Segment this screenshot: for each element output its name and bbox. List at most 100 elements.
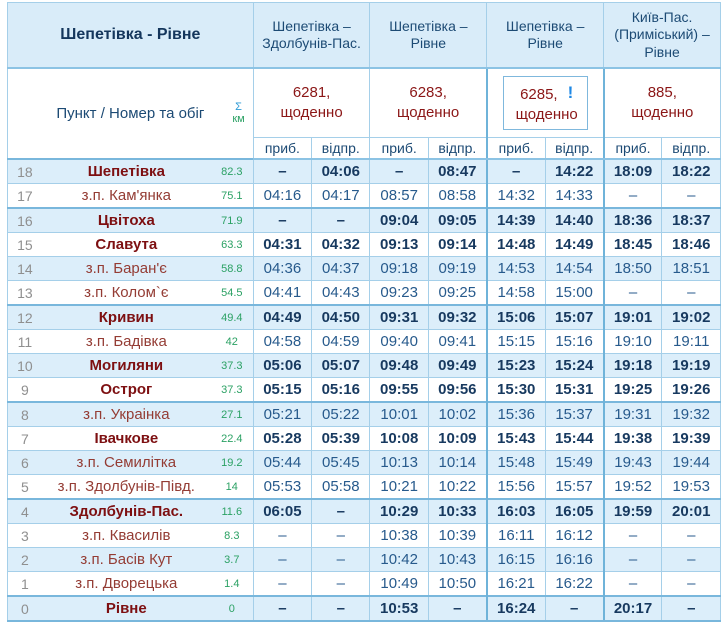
departure-time-cell: – bbox=[311, 207, 371, 233]
arrival-time-cell: – bbox=[252, 571, 313, 597]
arrival-time-cell: 16:03 bbox=[485, 498, 546, 524]
row-number: 10 bbox=[6, 353, 42, 378]
departure-time-cell: – bbox=[427, 595, 488, 622]
arrival-time-cell: 15:23 bbox=[485, 353, 546, 378]
arrival-time-cell: 09:31 bbox=[369, 304, 429, 330]
train-number-row: Пункт / Номер та обіг Σ км 6281, щоденно… bbox=[7, 67, 721, 160]
arrival-time-cell: 16:15 bbox=[485, 547, 546, 572]
departure-time-cell: 19:53 bbox=[661, 474, 721, 500]
station-name: Цвітоха bbox=[41, 207, 211, 233]
departure-time-cell: 10:09 bbox=[427, 426, 488, 451]
arrival-time-cell: 19:59 bbox=[603, 498, 663, 524]
departure-time-cell: 09:05 bbox=[427, 207, 488, 233]
exclamation-icon[interactable]: ! bbox=[567, 82, 574, 102]
arrival-time-cell: 16:11 bbox=[485, 523, 546, 548]
train-number-6285: 6285,! щоденно bbox=[485, 67, 605, 138]
table-row: 3 з.п. Квасилів 8.3 – – 10:38 10:39 16:1… bbox=[6, 523, 721, 548]
arrival-time-cell: 10:01 bbox=[369, 401, 429, 427]
departure-time-cell: 19:19 bbox=[661, 353, 721, 378]
route-header-row: Шепетівка - Рівне Шепетівка – Здолбунів-… bbox=[7, 2, 721, 69]
row-number: 13 bbox=[6, 280, 42, 306]
arrival-time-cell: 15:15 bbox=[485, 329, 546, 354]
timetable-body: 18 Шепетівка 82.3 – 04:06 – 08:47 – 14:2… bbox=[6, 158, 721, 622]
train-number-6281: 6281, щоденно bbox=[252, 67, 371, 138]
arrival-time-cell: 16:21 bbox=[485, 571, 546, 597]
departure-label: відпр. bbox=[427, 137, 488, 160]
arrival-time-cell: 04:41 bbox=[252, 280, 313, 306]
departure-time-cell: – bbox=[311, 547, 371, 572]
arrival-time-cell: 15:30 bbox=[485, 377, 546, 403]
departure-time-cell: 18:46 bbox=[661, 232, 721, 257]
arrival-time-cell: 15:36 bbox=[485, 401, 546, 427]
departure-time-cell: 18:22 bbox=[661, 158, 721, 184]
departure-time-cell: 18:51 bbox=[661, 256, 721, 281]
station-name: Могиляни bbox=[41, 353, 211, 378]
departure-time-cell: 14:49 bbox=[544, 232, 605, 257]
arrival-time-cell: 19:31 bbox=[603, 401, 663, 427]
departure-time-cell: 16:05 bbox=[544, 498, 605, 524]
arrival-time-cell: 15:56 bbox=[485, 474, 546, 500]
departure-time-cell: 15:24 bbox=[544, 353, 605, 378]
arrival-time-cell: 05:15 bbox=[252, 377, 313, 403]
station-name: з.п. Баран'є bbox=[41, 256, 211, 281]
station-distance: 3.7 bbox=[210, 547, 254, 572]
arrival-time-cell: 14:48 bbox=[485, 232, 546, 257]
arrival-time-cell: 20:17 bbox=[603, 595, 663, 622]
arrival-time-cell: 04:58 bbox=[252, 329, 313, 354]
train-frequency-label: щоденно bbox=[280, 104, 343, 121]
table-row: 1 з.п. Дворецька 1.4 – – 10:49 10:50 16:… bbox=[6, 571, 721, 597]
departure-time-cell: 09:32 bbox=[427, 304, 488, 330]
arrival-time-cell: 06:05 bbox=[252, 498, 313, 524]
table-row: 11 з.п. Бадівка 42 04:58 04:59 09:40 09:… bbox=[6, 329, 721, 354]
station-name: з.п. Бадівка bbox=[41, 329, 211, 354]
arrival-time-cell: – bbox=[603, 183, 663, 209]
arrival-time-cell: 09:40 bbox=[369, 329, 429, 354]
departure-time-cell: 19:44 bbox=[661, 450, 721, 475]
departure-time-cell: 10:22 bbox=[427, 474, 488, 500]
timetable: Шепетівка - Рівне Шепетівка – Здолбунів-… bbox=[6, 2, 721, 622]
arrival-time-cell: 19:25 bbox=[603, 377, 663, 403]
departure-time-cell: 04:32 bbox=[311, 232, 371, 257]
table-row: 8 з.п. Украінка 27.1 05:21 05:22 10:01 1… bbox=[6, 401, 721, 427]
departure-time-cell: – bbox=[661, 547, 721, 572]
departure-time-cell: 04:50 bbox=[311, 304, 371, 330]
table-row: 0 Рівне 0 – – 10:53 – 16:24 – 20:17 – bbox=[6, 595, 721, 622]
sigma-symbol: Σ bbox=[235, 100, 242, 113]
arrival-time-cell: 18:09 bbox=[603, 158, 663, 184]
highlighted-train-box: 6285,! щоденно bbox=[502, 75, 588, 131]
arrival-time-cell: – bbox=[485, 158, 546, 184]
table-row: 13 з.п. Колом`є 54.5 04:41 04:43 09:23 0… bbox=[6, 280, 721, 306]
table-row: 4 Здолбунів-Пас. 11.6 06:05 – 10:29 10:3… bbox=[6, 498, 721, 524]
train-frequency-label: щоденно bbox=[515, 106, 578, 123]
table-row: 7 Івачкове 22.4 05:28 05:39 10:08 10:09 … bbox=[6, 426, 721, 451]
arrival-time-cell: – bbox=[252, 207, 313, 233]
arrival-time-cell: 05:06 bbox=[252, 353, 313, 378]
departure-time-cell: 09:56 bbox=[427, 377, 488, 403]
arrival-time-cell: 09:04 bbox=[369, 207, 429, 233]
station-distance: 49.4 bbox=[210, 304, 254, 330]
arrival-label: приб. bbox=[485, 137, 546, 160]
station-name: Рівне bbox=[41, 595, 211, 622]
row-number: 17 bbox=[6, 183, 42, 209]
departure-time-cell: – bbox=[311, 571, 371, 597]
departure-time-cell: – bbox=[311, 595, 371, 622]
arrival-time-cell: 19:01 bbox=[603, 304, 663, 330]
departure-time-cell: 09:14 bbox=[427, 232, 488, 257]
arrival-time-cell: 10:21 bbox=[369, 474, 429, 500]
station-distance: 11.6 bbox=[210, 498, 254, 524]
row-number: 8 bbox=[6, 401, 42, 427]
table-row: 12 Кривин 49.4 04:49 04:50 09:31 09:32 1… bbox=[6, 304, 721, 330]
row-number: 0 bbox=[6, 595, 42, 622]
arrival-time-cell: – bbox=[252, 523, 313, 548]
departure-time-cell: 05:58 bbox=[311, 474, 371, 500]
arrival-time-cell: 18:36 bbox=[603, 207, 663, 233]
train-number-label: 6285, bbox=[520, 85, 558, 103]
arrival-time-cell: 18:45 bbox=[603, 232, 663, 257]
arrival-time-cell: – bbox=[603, 547, 663, 572]
departure-time-cell: 19:11 bbox=[661, 329, 721, 354]
station-distance: 1.4 bbox=[210, 571, 254, 597]
departure-time-cell: 10:43 bbox=[427, 547, 488, 572]
station-name: з.п. Кам'янка bbox=[41, 183, 211, 209]
row-number: 9 bbox=[6, 377, 42, 403]
station-name: з.п. Дворецька bbox=[41, 571, 211, 597]
